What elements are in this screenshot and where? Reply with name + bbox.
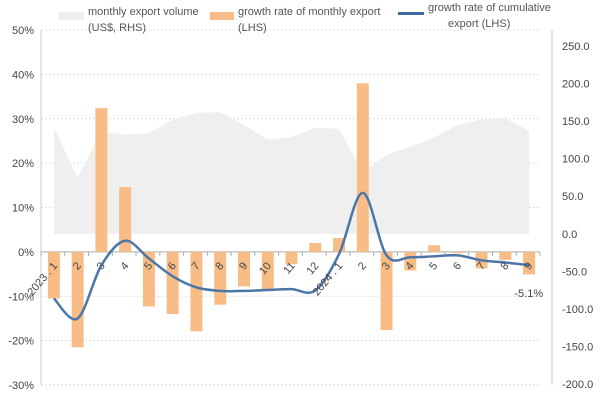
right-tick-label: -150.0 — [562, 341, 593, 353]
left-tick-label: 20% — [12, 158, 34, 170]
legend-item-export-volume: monthly export volume (US$, RHS) — [58, 4, 199, 36]
bar-2 — [356, 83, 369, 252]
legend-label: (US$, RHS) — [88, 22, 147, 34]
bar-11 — [285, 251, 298, 265]
bar-20231 — [47, 251, 60, 299]
right-tick-label: 0.0 — [562, 229, 577, 241]
bar-6 — [166, 251, 179, 314]
bar-9 — [523, 251, 536, 275]
right-tick-label: 50.0 — [562, 191, 583, 203]
bar-2 — [71, 251, 84, 348]
legend-swatch-line — [398, 12, 424, 15]
x-tick-label: 2 — [356, 260, 369, 272]
legend-swatch-area — [58, 12, 84, 20]
left-tick-label: -30% — [8, 380, 34, 392]
bar-8 — [214, 251, 227, 305]
right-tick-label: -200.0 — [562, 379, 593, 391]
legend-label: growth rate of cumulative — [428, 2, 551, 14]
right-tick-label: 100.0 — [562, 154, 590, 166]
right-tick-label: 200.0 — [562, 79, 590, 91]
legend-item-monthly-growth: growth rate of monthly export (LHS) — [210, 4, 380, 36]
bar-6 — [451, 251, 464, 254]
x-tick-label: 6 — [451, 260, 464, 272]
x-tick-label: 3 — [95, 260, 108, 272]
area-export-volume — [53, 112, 530, 234]
bar-9 — [237, 251, 250, 287]
left-tick-label: 0% — [18, 247, 34, 259]
legend-label: growth rate of monthly export — [238, 6, 381, 18]
x-tick-label: 12 — [304, 260, 321, 277]
left-tick-label: 50% — [12, 25, 34, 37]
left-tick-label: 10% — [12, 203, 34, 215]
bar-3 — [380, 251, 393, 330]
left-tick-label: 40% — [12, 69, 34, 81]
legend-label: (LHS) — [238, 22, 267, 34]
left-tick-label: -20% — [8, 336, 34, 348]
bar-3 — [95, 108, 108, 252]
x-tick-label: 4 — [118, 260, 131, 272]
legend-swatch-bar — [210, 12, 234, 20]
right-tick-label: -100.0 — [562, 304, 593, 316]
legend-label: monthly export volume — [88, 6, 199, 18]
bar-8 — [499, 251, 512, 260]
right-tick-label: 150.0 — [562, 116, 590, 128]
bar-5 — [142, 251, 155, 307]
right-tick-label: 250.0 — [562, 41, 590, 53]
bar-10 — [261, 251, 274, 291]
bar-5 — [428, 245, 441, 252]
bar-12 — [309, 243, 322, 252]
line-cumulative-growth — [52, 191, 530, 321]
right-tick-label: -50.0 — [562, 266, 587, 278]
legend-label: export (LHS) — [448, 18, 511, 30]
x-tick-label: 5 — [427, 260, 440, 272]
left-tick-label: -10% — [8, 291, 34, 303]
legend-item-cumulative-growth: growth rate of cumulative export (LHS) — [398, 0, 551, 32]
data-label: -5.1% — [514, 288, 543, 300]
bar-4 — [119, 187, 132, 252]
bar-7 — [190, 251, 203, 332]
left-tick-label: 30% — [12, 114, 34, 126]
